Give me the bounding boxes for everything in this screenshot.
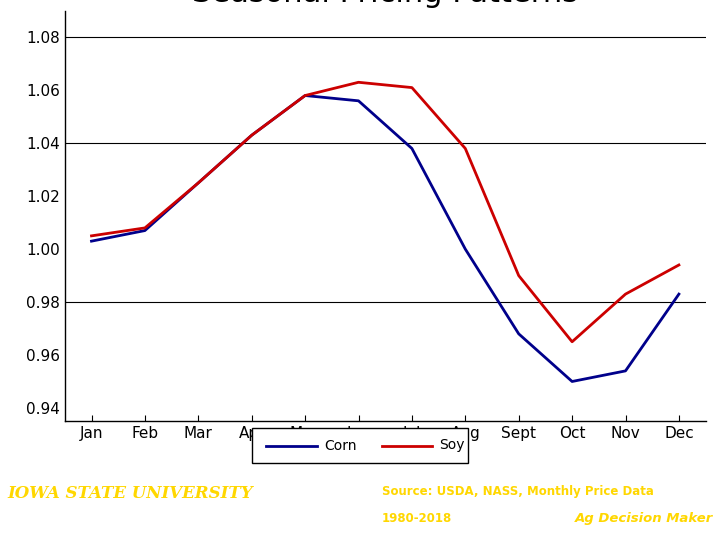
Soy — [354, 79, 363, 85]
Soy — [248, 132, 256, 138]
Soy — [140, 225, 149, 231]
Corn — [354, 98, 363, 104]
Soy — [408, 84, 416, 91]
Text: Extension and Outreach/Department of Economics: Extension and Outreach/Department of Eco… — [7, 515, 256, 524]
Corn — [568, 378, 577, 384]
Text: 1980-2018: 1980-2018 — [382, 511, 452, 524]
Soy — [194, 180, 202, 186]
Text: Ag Decision Maker: Ag Decision Maker — [575, 511, 713, 524]
Line: Soy: Soy — [91, 82, 679, 342]
Soy — [514, 272, 523, 279]
Title: Seasonal Pricing Patterns: Seasonal Pricing Patterns — [192, 0, 578, 9]
Soy — [675, 262, 683, 268]
Text: IOWA STATE UNIVERSITY: IOWA STATE UNIVERSITY — [7, 485, 253, 502]
Soy — [568, 339, 577, 345]
Text: Soy: Soy — [439, 438, 464, 453]
Soy — [461, 145, 469, 152]
Corn — [87, 238, 96, 245]
Text: Source: USDA, NASS, Monthly Price Data: Source: USDA, NASS, Monthly Price Data — [382, 485, 654, 498]
Corn — [675, 291, 683, 298]
Soy — [87, 233, 96, 239]
Soy — [621, 291, 630, 298]
Corn — [408, 145, 416, 152]
Corn — [621, 368, 630, 374]
Bar — [252, 429, 468, 462]
Corn — [194, 180, 202, 186]
Text: Corn: Corn — [324, 438, 356, 453]
Corn — [140, 227, 149, 234]
Soy — [301, 92, 310, 99]
Corn — [248, 132, 256, 138]
Corn — [514, 330, 523, 337]
Line: Corn: Corn — [91, 96, 679, 381]
Corn — [461, 246, 469, 252]
Corn — [301, 92, 310, 99]
